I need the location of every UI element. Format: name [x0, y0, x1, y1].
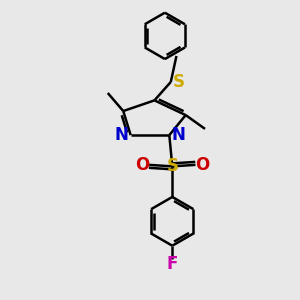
Text: O: O: [195, 156, 209, 174]
Text: S: S: [172, 73, 184, 91]
Text: F: F: [167, 255, 178, 273]
Text: O: O: [135, 156, 150, 174]
Text: N: N: [114, 126, 128, 144]
Text: S: S: [166, 157, 178, 175]
Text: N: N: [172, 126, 186, 144]
